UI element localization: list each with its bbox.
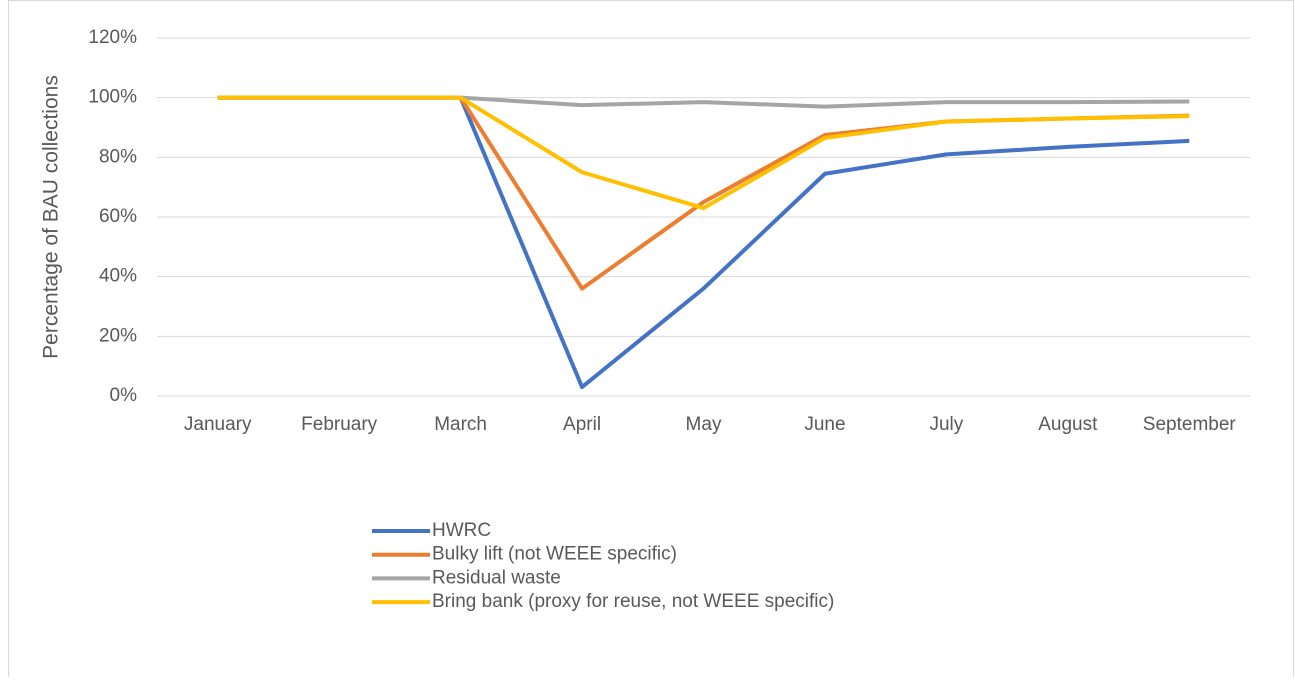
series-line bbox=[217, 95, 1190, 291]
y-tick-label: 60% bbox=[99, 206, 137, 227]
legend-label: Residual waste bbox=[432, 567, 561, 588]
legend-label: Bulky lift (not WEEE specific) bbox=[432, 544, 677, 565]
y-tick-label: 80% bbox=[99, 146, 137, 167]
y-tick-label: 100% bbox=[88, 87, 137, 108]
x-tick-label: September bbox=[1143, 414, 1237, 435]
x-tick-label: April bbox=[563, 414, 601, 435]
x-tick-label: March bbox=[434, 414, 487, 435]
x-tick-label: August bbox=[1038, 414, 1098, 435]
x-tick-label: May bbox=[686, 414, 722, 435]
x-tick-label: January bbox=[184, 414, 252, 435]
y-tick-label: 0% bbox=[110, 385, 138, 406]
x-tick-label: June bbox=[804, 414, 845, 435]
y-axis-label: Percentage of BAU collections bbox=[40, 75, 63, 359]
y-tick-label: 20% bbox=[99, 325, 137, 346]
series-line bbox=[217, 95, 1190, 211]
x-tick-label: February bbox=[301, 414, 378, 435]
legend-label: Bring bank (proxy for reuse, not WEEE sp… bbox=[432, 591, 834, 612]
chart-border bbox=[8, 0, 1294, 682]
series-line bbox=[217, 95, 1190, 390]
x-tick-label: July bbox=[929, 414, 963, 435]
legend-label: HWRC bbox=[432, 520, 491, 541]
y-tick-label: 40% bbox=[99, 266, 137, 287]
y-tick-label: 120% bbox=[88, 27, 137, 48]
